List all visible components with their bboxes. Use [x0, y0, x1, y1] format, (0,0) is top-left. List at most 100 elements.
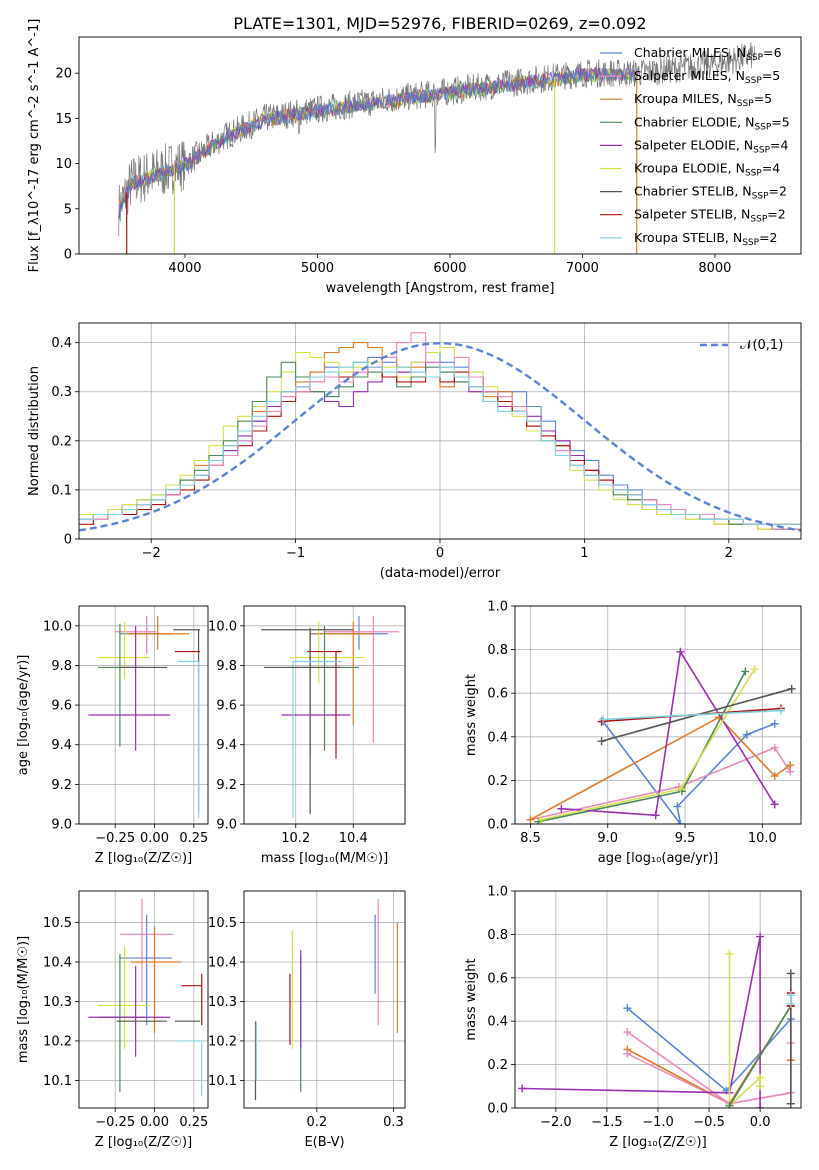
age_weight-axes: 8.5 9.0 9.5 10.0 0.0 0.2 0.4 0.6 0.8 1.0 age [log₁…: [464, 600, 802, 866]
mass_age-ytick-label: 9.6: [216, 699, 237, 714]
z_mass-ytick-label: 10.5: [43, 916, 72, 931]
residuals-frame: [78, 322, 802, 540]
z_weight-ytick-label: 0.0: [487, 1102, 508, 1117]
z_weight-xtick-label: −1.5: [591, 1115, 623, 1130]
mass_age-frame: [243, 605, 406, 825]
age_weight-marker: [526, 815, 535, 824]
mass_age-errorbar: [307, 650, 342, 759]
mass_age-errorbar: [310, 615, 388, 650]
residuals-ytick-label: 0.2: [51, 434, 72, 449]
residuals-xtick-label: 0: [436, 546, 444, 561]
age_weight-frame: [514, 605, 802, 825]
age_weight-ytick-label: 0.6: [487, 687, 508, 702]
z_mass-xtick-label: −0.25: [95, 1115, 135, 1130]
age_weight-marker: [770, 743, 779, 752]
z_mass-xlabel: Z [log₁₀(Z/Z☉)]: [95, 1135, 192, 1150]
z_age-frame: [78, 605, 209, 825]
age_weight-series-line: [530, 746, 791, 821]
z_weight-axes: −2.0 −1.5 −1.0 −0.5 0.0 0.0 0.2 0.4 0.6 0.8 1.0 Z […: [464, 885, 802, 1150]
z_age-errorbar: [178, 660, 201, 819]
age_weight-marker: [537, 815, 546, 824]
z_weight-series-line: [522, 936, 761, 1108]
age_weight-marker: [786, 761, 795, 770]
z_mass-ylabel: mass [log₁₀(M/M☉)]: [16, 936, 31, 1063]
z_mass-ytick-label: 10.1: [43, 1074, 72, 1089]
spectrum-ytick-label: 0: [64, 248, 72, 263]
ebv_mass-plot-area: [254, 898, 398, 1101]
age_weight-marker: [557, 804, 566, 813]
z_age-axes: −0.25 0.00 0.25 9.0 9.2 9.4 9.6 9.8 10.0 Z [log₁₀…: [16, 605, 209, 866]
age_weight-marker: [776, 706, 785, 715]
z_weight-ytick-label: 0.8: [487, 928, 508, 943]
z_weight-marker: [623, 1049, 632, 1058]
ebv_mass-frame: [243, 890, 406, 1109]
residuals-xtick-label: 1: [580, 546, 588, 561]
spectrum-xlabel: wavelength [Angstrom, rest frame]: [326, 281, 555, 296]
spectrum-ytick-label: 15: [55, 112, 72, 127]
residuals-ytick-label: 0.4: [51, 336, 72, 351]
z_mass-frame: [78, 890, 209, 1109]
z_weight-ytick-label: 0.4: [487, 1015, 508, 1030]
z_age-ytick-label: 10.0: [43, 619, 72, 634]
z_mass-ytick-label: 10.2: [43, 1034, 72, 1049]
spectrum-model-chabrier_miles: [118, 66, 639, 218]
age_weight-marker: [787, 684, 796, 693]
z_weight-series-line: [728, 953, 761, 1108]
age_weight-xtick-label: 9.0: [597, 831, 618, 846]
z_weight-marker: [725, 1101, 734, 1108]
mass_age-ytick-label: 10.0: [208, 619, 237, 634]
spectrum-axes: 4000 5000 6000 7000 8000 0 5 10 15 20 wavelength […: [27, 19, 802, 296]
age_weight-series-line: [603, 709, 781, 721]
age_weight-plot-area: [526, 647, 796, 824]
age_weight-ylabel: mass weight: [464, 674, 479, 756]
legend-label: Chabrier ELODIE, NSSP=5: [634, 114, 790, 132]
gaussian-legend-label: 𝒩(0,1): [740, 338, 783, 353]
z_mass-errorbar: [181, 973, 203, 1026]
z_weight-marker: [623, 1028, 632, 1037]
age_weight-marker: [742, 730, 751, 739]
age_weight-marker: [770, 800, 779, 809]
z_weight-xtick-label: −2.0: [540, 1115, 572, 1130]
residuals-ytick-label: 0.3: [51, 385, 72, 400]
age_weight-series-line: [561, 649, 776, 817]
ebv_mass-ytick-label: 10.5: [208, 916, 237, 931]
z_weight-xlabel: Z [log₁₀(Z/Z☉)]: [609, 1135, 706, 1150]
z_weight-marker: [725, 949, 734, 958]
age_weight-marker: [673, 802, 682, 811]
residuals-ytick-label: 0: [64, 533, 72, 548]
spectrum-xtick-label: 6000: [433, 261, 466, 276]
spectrum-xtick-label: 4000: [168, 261, 201, 276]
z_weight-ytick-label: 0.6: [487, 971, 508, 986]
z_mass-axes: −0.25 0.00 0.25 10.1 10.2 10.3 10.4 10.5 Z [log₁…: [16, 890, 209, 1150]
mass_age-errorbar: [292, 660, 342, 819]
age_weight-marker: [741, 667, 750, 676]
z_age-ylabel: age [log₁₀(age/yr)]: [16, 655, 31, 776]
ebv_mass-ytick-label: 10.1: [208, 1074, 237, 1089]
z_weight-frame: [514, 890, 802, 1109]
age_weight-marker: [597, 737, 606, 746]
spectrum-frame: [78, 36, 802, 255]
z_weight-marker: [756, 1104, 765, 1108]
z_age-xtick-label: 0.25: [179, 831, 208, 846]
z_mass-plot-area: [88, 898, 203, 1097]
residuals-ylabel: Normed distribution: [27, 366, 42, 496]
z_weight-ytick-label: 1.0: [487, 885, 508, 900]
mass_age-xtick-label: 10.4: [339, 831, 368, 846]
spectrum-ytick-label: 5: [64, 202, 72, 217]
z_weight-marker: [756, 932, 765, 941]
legend-label: Chabrier STELIB, NSSP=2: [634, 184, 787, 202]
z_weight-series-line: [728, 1005, 792, 1107]
z_age-errorbar: [97, 623, 144, 747]
z_age-ytick-label: 9.0: [51, 818, 72, 833]
mass_age-errorbar: [287, 625, 359, 751]
legend-label: Kroupa ELODIE, NSSP=4: [634, 161, 780, 179]
z_weight-marker: [786, 991, 795, 1000]
mass_age-ytick-label: 9.8: [216, 659, 237, 674]
residuals-xlabel: (data-model)/error: [380, 566, 501, 581]
z_mass-errorbar: [119, 898, 174, 1002]
z_mass-errorbar: [119, 914, 172, 1026]
mass_age-plot-area: [261, 615, 400, 819]
ebv_mass-xtick-label: 0.2: [306, 1115, 327, 1130]
